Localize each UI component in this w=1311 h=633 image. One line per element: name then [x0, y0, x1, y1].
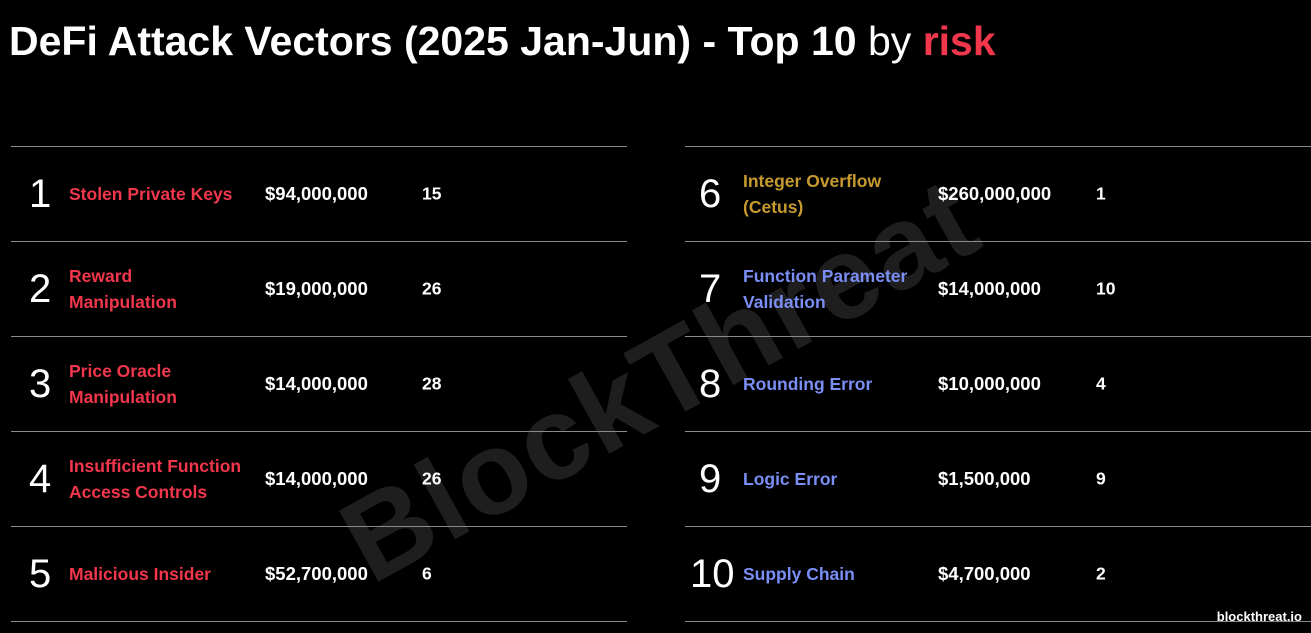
incident-count: 10	[1096, 278, 1116, 299]
title-by: by	[856, 18, 923, 64]
rank-number: 1	[29, 172, 52, 216]
source-url: blockthreat.io	[1216, 609, 1302, 624]
incident-count: 2	[1096, 563, 1106, 584]
incident-count: 15	[422, 183, 442, 204]
attack-vector-name: Logic Error	[743, 469, 838, 489]
attack-vector-name: Rounding Error	[743, 374, 873, 394]
attack-vector-name: Supply Chain	[743, 564, 855, 584]
ranking-row: 1 Stolen Private Keys $94,000,000 15	[11, 146, 627, 241]
ranking-row: 7 Function Parameter Validation $14,000,0…	[685, 241, 1311, 336]
right-ranking-list: 6 Integer Overflow (Cetus) $260,000,000 1…	[685, 146, 1311, 622]
loss-amount: $4,700,000	[938, 563, 1031, 584]
rank-number: 5	[29, 552, 52, 596]
attack-vector-name: Insufficient Function Access Controls	[69, 456, 242, 502]
ranking-row: 10 Supply Chain $4,700,000 2	[685, 526, 1311, 622]
left-ranking-list: 1 Stolen Private Keys $94,000,000 15 2 R…	[11, 146, 627, 622]
loss-amount: $260,000,000	[938, 183, 1052, 204]
attack-vector-name: Price Oracle Manipulation	[69, 361, 177, 407]
rank-number: 3	[29, 362, 52, 406]
loss-amount: $94,000,000	[265, 183, 368, 204]
ranking-row: 5 Malicious Insider $52,700,000 6	[11, 526, 627, 622]
loss-amount: $19,000,000	[265, 278, 368, 299]
rank-number: 7	[699, 267, 722, 311]
attack-vector-name: Malicious Insider	[69, 564, 211, 584]
page-title: DeFi Attack Vectors (2025 Jan-Jun) - Top…	[9, 18, 996, 65]
ranking-row: 4 Insufficient Function Access Controls $…	[11, 431, 627, 526]
incident-count: 9	[1096, 468, 1106, 489]
rank-number: 4	[29, 457, 52, 501]
loss-amount: $14,000,000	[938, 278, 1041, 299]
attack-vector-name: Integer Overflow (Cetus)	[743, 171, 882, 217]
attack-vector-name: Function Parameter Validation	[743, 266, 908, 312]
rank-number: 9	[699, 457, 722, 501]
incident-count: 1	[1096, 183, 1106, 204]
rank-number: 6	[699, 172, 722, 216]
incident-count: 28	[422, 373, 442, 394]
ranking-row: 6 Integer Overflow (Cetus) $260,000,000 1	[685, 146, 1311, 241]
title-risk: risk	[922, 18, 996, 64]
title-main: DeFi Attack Vectors (2025 Jan-Jun) - Top…	[9, 18, 857, 64]
rank-number: 10	[690, 552, 735, 596]
loss-amount: $14,000,000	[265, 373, 368, 394]
incident-count: 26	[422, 278, 442, 299]
ranking-row: 2 Reward Manipulation $19,000,000 26	[11, 241, 627, 336]
loss-amount: $52,700,000	[265, 563, 368, 584]
incident-count: 26	[422, 468, 442, 489]
rank-number: 2	[29, 267, 52, 311]
incident-count: 6	[422, 563, 432, 584]
attack-vector-name: Reward Manipulation	[69, 266, 177, 312]
loss-amount: $10,000,000	[938, 373, 1041, 394]
ranking-row: 8 Rounding Error $10,000,000 4	[685, 336, 1311, 431]
loss-amount: $1,500,000	[938, 468, 1031, 489]
ranking-row: 3 Price Oracle Manipulation $14,000,000 2…	[11, 336, 627, 431]
rank-number: 8	[699, 362, 722, 406]
incident-count: 4	[1096, 373, 1106, 394]
ranking-row: 9 Logic Error $1,500,000 9	[685, 431, 1311, 526]
loss-amount: $14,000,000	[265, 468, 368, 489]
attack-vector-name: Stolen Private Keys	[69, 184, 233, 204]
